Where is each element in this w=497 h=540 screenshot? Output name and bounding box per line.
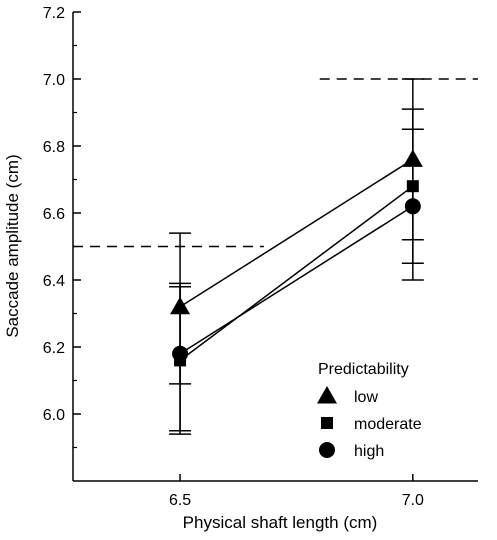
legend-title: Predictability bbox=[318, 361, 409, 378]
series-moderate bbox=[169, 108, 424, 435]
x-axis-label: Physical shaft length (cm) bbox=[183, 513, 378, 532]
series-high bbox=[169, 128, 424, 385]
y-axis-label: Saccade amplitude (cm) bbox=[3, 154, 22, 337]
y-tick-label: 6.4 bbox=[43, 273, 65, 290]
x-tick-label: 7.0 bbox=[402, 492, 424, 509]
reference-lines bbox=[73, 78, 478, 248]
y-tick-label: 7.0 bbox=[43, 72, 65, 89]
circle-marker bbox=[172, 345, 189, 362]
x-tick-label: 6.5 bbox=[169, 492, 191, 509]
legend-label: moderate bbox=[354, 416, 422, 433]
axes: 6.0 6.2 6.4 6.6 6.8 7.0 7.2 6.5 7.0 bbox=[43, 5, 478, 509]
legend: Predictability low moderate high bbox=[317, 361, 422, 460]
series-line bbox=[179, 158, 414, 308]
circle-marker bbox=[404, 198, 421, 215]
series-group bbox=[169, 78, 424, 435]
series-line bbox=[179, 185, 414, 362]
legend-label: low bbox=[354, 389, 378, 406]
legend-triangle-icon bbox=[317, 386, 337, 404]
y-tick-label: 6.2 bbox=[43, 340, 65, 357]
y-tick-label: 6.8 bbox=[43, 139, 65, 156]
y-tick-label: 7.2 bbox=[43, 5, 65, 22]
y-tick-label: 6.0 bbox=[43, 407, 65, 424]
y-tick-label: 6.6 bbox=[43, 206, 65, 223]
series-line bbox=[179, 205, 414, 355]
legend-square-icon bbox=[321, 417, 333, 429]
legend-circle-icon bbox=[319, 442, 335, 458]
legend-label: high bbox=[354, 443, 384, 460]
